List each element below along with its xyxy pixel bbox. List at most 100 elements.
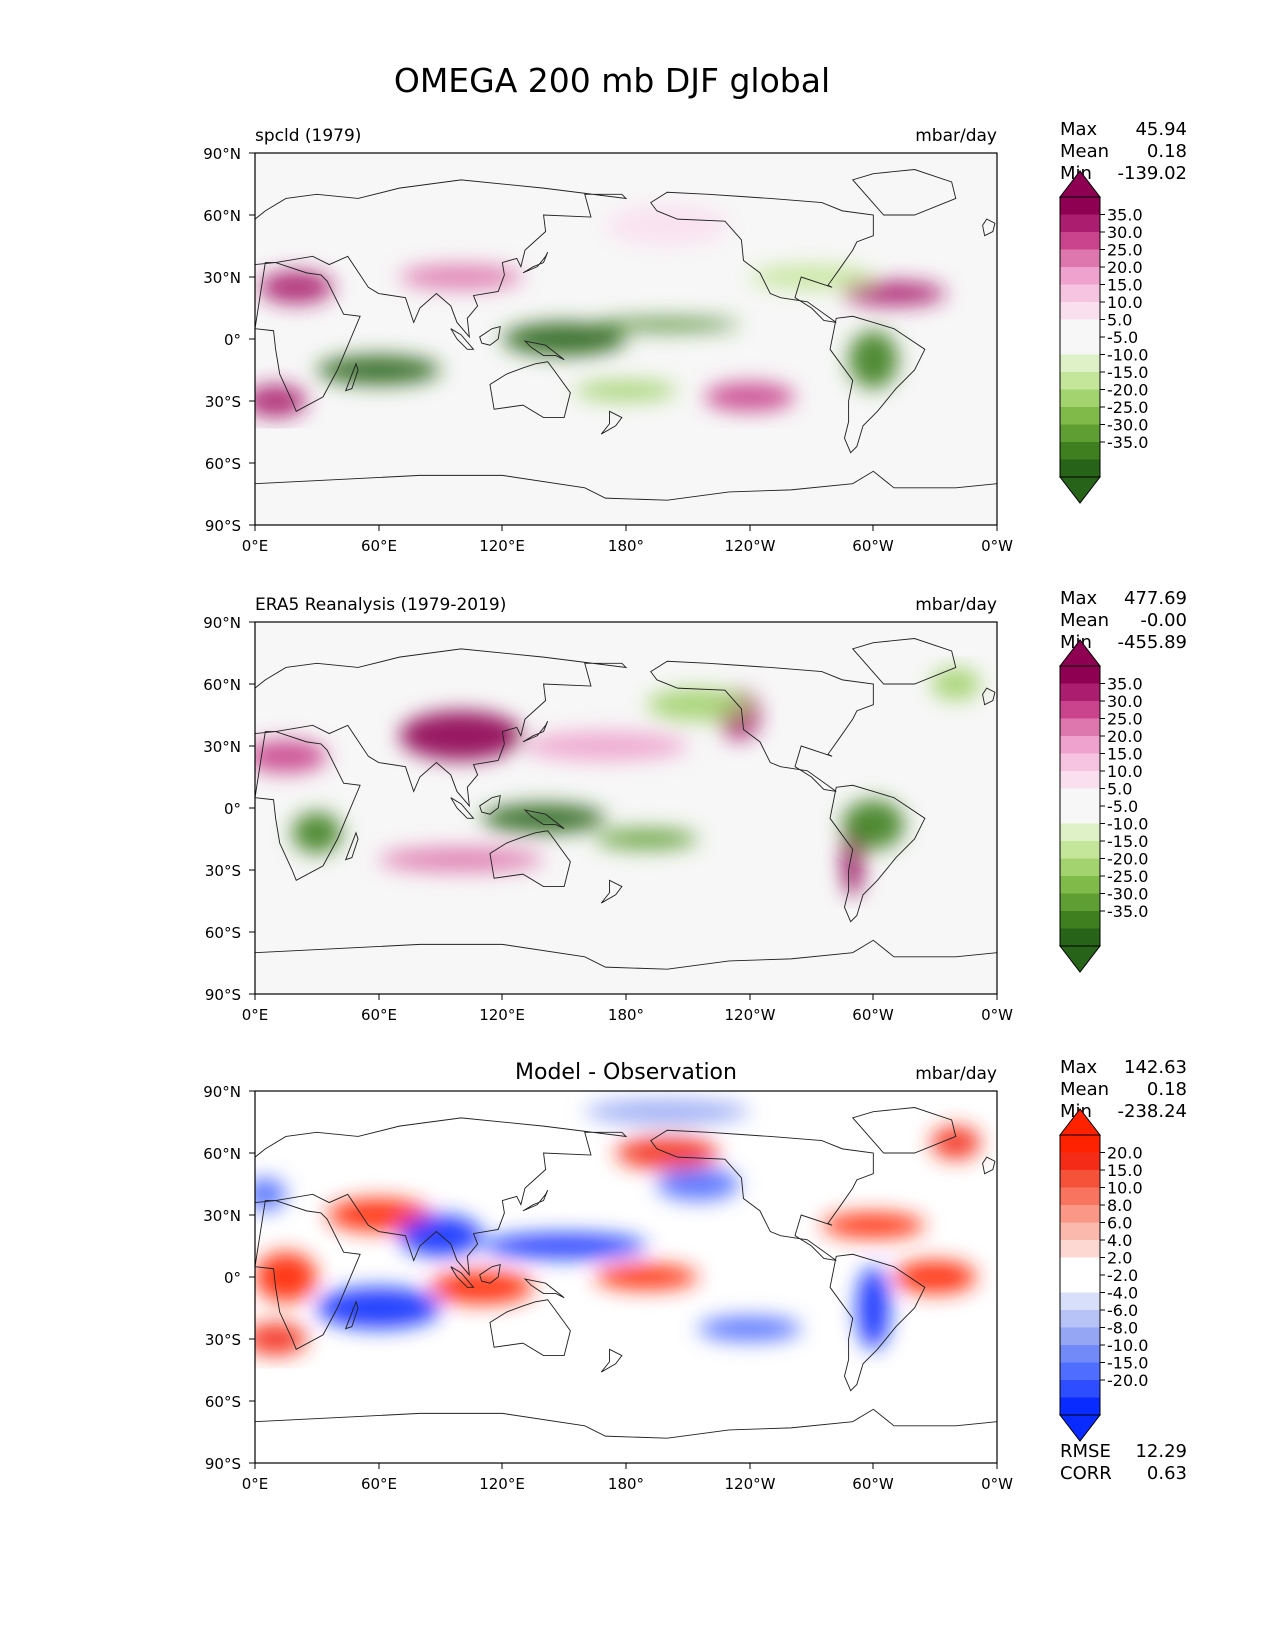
stat-label-rmse: RMSE — [1060, 1441, 1111, 1462]
ytick-label: 0° — [224, 800, 241, 818]
colorbar-tick-label: 25.0 — [1107, 241, 1143, 260]
x-axis: 0°E 60°E 120°E 180° 120°W 60°W 0°W — [242, 525, 1013, 555]
xtick-label: 0°E — [242, 1475, 269, 1493]
xtick-label: 180° — [608, 1475, 644, 1493]
ytick-label: 30°N — [203, 1207, 241, 1225]
field-anomaly — [698, 1316, 802, 1342]
stat-value-mean: 0.18 — [1147, 1079, 1187, 1100]
panel-title-left: spcld (1979) — [255, 126, 361, 146]
field-anomaly — [255, 1322, 307, 1356]
colorbar-segment — [1060, 424, 1100, 443]
colorbar-tick-label: -10.0 — [1107, 346, 1148, 365]
colorbar-tick-label: -4.0 — [1107, 1284, 1138, 1303]
field-anomaly — [255, 739, 328, 773]
colorbar-tick-label: -25.0 — [1107, 867, 1148, 886]
colorbar-segment — [1060, 876, 1100, 894]
colorbar-segment — [1060, 771, 1100, 789]
panel-observation: ERA5 Reanalysis (1979-2019) mbar/day 90°… — [203, 588, 1187, 1024]
colorbar-segment — [1060, 928, 1100, 947]
colorbar-segment — [1060, 1257, 1100, 1276]
colorbar-segment — [1060, 1240, 1100, 1258]
colorbar-tick-label: 25.0 — [1107, 710, 1143, 729]
ytick-label: 0° — [224, 1269, 241, 1287]
colorbar-tick-label: -15.0 — [1107, 1354, 1148, 1373]
colorbar-tick-label: -15.0 — [1107, 832, 1148, 851]
stats-box: Max 477.69 Mean -0.00 Min -455.89 — [1060, 588, 1187, 653]
ytick-label: 90°N — [203, 1083, 241, 1101]
field-anomaly — [522, 731, 688, 761]
colorbar-tick-label: -15.0 — [1107, 363, 1148, 382]
colorbar-tick-label: 30.0 — [1107, 223, 1143, 242]
xtick-label: 0°E — [242, 1006, 269, 1024]
ytick-label: 90°S — [205, 1455, 241, 1473]
panel-title-left: ERA5 Reanalysis (1979-2019) — [255, 595, 506, 615]
field-anomaly — [856, 1266, 890, 1350]
stat-label-mean: Mean — [1060, 1079, 1109, 1100]
colorbar-tick-label: 20.0 — [1107, 258, 1143, 277]
colorbar-tick-label: -6.0 — [1107, 1301, 1138, 1320]
colorbar-segment — [1060, 1135, 1100, 1153]
colorbar-tick-label: -10.0 — [1107, 1336, 1148, 1355]
field-anomaly — [399, 710, 523, 761]
colorbar-tick-label: 35.0 — [1107, 675, 1143, 694]
colorbar-segment — [1060, 1170, 1100, 1188]
field-anomaly — [327, 1198, 431, 1232]
colorbar-segment — [1060, 232, 1100, 250]
colorbar-tick-label: 8.0 — [1107, 1196, 1132, 1215]
stat-value-corr: 0.63 — [1147, 1463, 1187, 1484]
xtick-label: 0°W — [981, 1475, 1013, 1493]
colorbar-segment — [1060, 249, 1100, 268]
field-anomaly — [255, 1177, 286, 1211]
field-anomaly — [595, 828, 699, 850]
field-anomaly — [574, 380, 678, 401]
colorbar-segment — [1060, 1380, 1100, 1398]
colorbar-tick-label: -2.0 — [1107, 1266, 1138, 1285]
xtick-label: 120°W — [725, 1475, 776, 1493]
colorbar-tick-label: -30.0 — [1107, 885, 1148, 904]
colorbar-tick-label: -5.0 — [1107, 328, 1138, 347]
colorbar-tick-label: -20.0 — [1107, 381, 1148, 400]
field-anomaly — [430, 1270, 534, 1304]
stat-value-min: -238.24 — [1118, 1101, 1187, 1122]
stats-box: Max 45.94 Mean 0.18 Min -139.02 — [1060, 119, 1187, 184]
ytick-label: 60°N — [203, 676, 241, 694]
stat-label-mean: Mean — [1060, 610, 1109, 631]
colorbar-segment — [1060, 284, 1100, 303]
field-blobs — [255, 667, 981, 897]
field-anomaly — [646, 688, 750, 722]
colorbar: 35.030.025.020.015.010.05.0-5.0-10.0-15.… — [1058, 170, 1148, 504]
xtick-label: 0°W — [981, 537, 1013, 555]
colorbar-tick-label: -30.0 — [1107, 416, 1148, 435]
field-anomaly — [259, 270, 334, 304]
field-layer — [255, 204, 946, 418]
colorbar-segment — [1060, 823, 1100, 842]
field-anomaly — [595, 1264, 699, 1290]
colorbar-segment — [1060, 319, 1100, 338]
colorbar-segment — [1060, 407, 1100, 425]
panel-title-center: Model - Observation — [515, 1060, 737, 1085]
stat-value-max: 45.94 — [1135, 119, 1187, 140]
colorbar-min-extend — [1058, 476, 1102, 504]
colorbar-segment — [1060, 1362, 1100, 1381]
colorbar-segment — [1060, 788, 1100, 807]
xtick-label: 60°W — [852, 1006, 894, 1024]
colorbar-tick-label: -20.0 — [1107, 850, 1148, 869]
field-anomaly — [656, 1167, 740, 1201]
field-anomaly — [931, 667, 981, 701]
colorbar-segment — [1060, 718, 1100, 737]
colorbar-segment — [1060, 753, 1100, 772]
xtick-label: 120°E — [479, 1006, 525, 1024]
colorbar-segment — [1060, 1397, 1100, 1416]
colorbar-tick-label: 4.0 — [1107, 1231, 1132, 1250]
ytick-label: 30°N — [203, 738, 241, 756]
field-anomaly — [481, 803, 606, 833]
panel-units: mbar/day — [915, 1064, 997, 1084]
colorbar-segment — [1060, 893, 1100, 912]
colorbar-segment — [1060, 806, 1100, 824]
y-axis: 90°N 60°N 30°N 0° 30°S 60°S 90°S — [203, 614, 255, 1004]
colorbar-tick-label: 30.0 — [1107, 692, 1143, 711]
field-anomaly — [255, 1252, 317, 1302]
stat-label-mean: Mean — [1060, 141, 1109, 162]
colorbar-segment — [1060, 1292, 1100, 1311]
